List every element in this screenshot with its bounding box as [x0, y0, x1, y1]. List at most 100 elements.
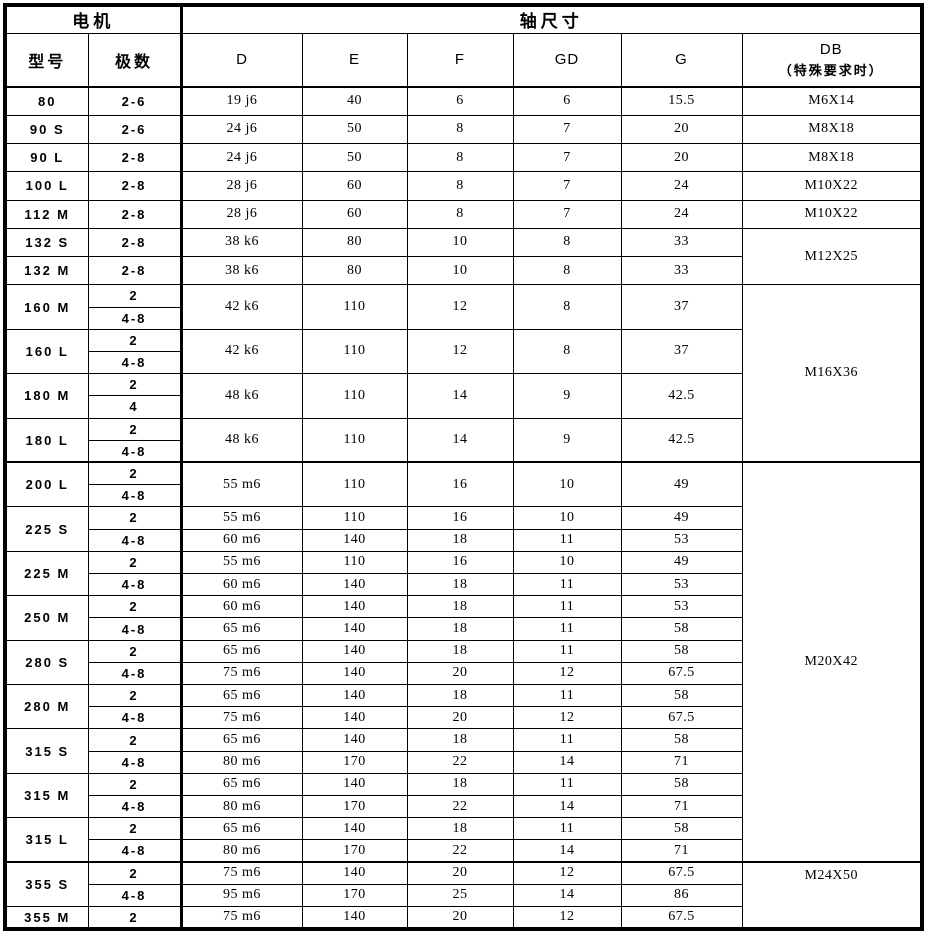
cell-d: 60 m6 — [179, 572, 303, 597]
cell-f: 22 — [406, 750, 514, 774]
cell-db: M12X25 — [741, 227, 923, 286]
cell-g: 53 — [620, 528, 743, 552]
header-col-e: E — [301, 32, 408, 88]
cell-gd: 11 — [512, 772, 622, 797]
cell-g: 33 — [620, 227, 743, 258]
cell-d: 75 m6 — [179, 861, 303, 885]
cell-model: 315 S — [4, 728, 89, 774]
cell-poles: 2 — [87, 595, 182, 619]
cell-e: 110 — [301, 550, 408, 575]
cell-model: 90 S — [4, 114, 89, 145]
cell-g: 67.5 — [620, 906, 743, 930]
cell-gd: 11 — [512, 572, 622, 597]
table-row: 4-8 — [5, 306, 922, 330]
cell-e: 140 — [301, 706, 408, 730]
cell-model: 200 L — [4, 461, 89, 508]
cell-gd: 11 — [512, 728, 622, 752]
cell-f: 12 — [406, 284, 514, 330]
header-db-line1: DB — [819, 40, 843, 58]
cell-poles: 2 — [87, 684, 182, 708]
cell-g: 20 — [620, 114, 743, 145]
cell-model: 160 M — [4, 284, 89, 330]
cell-gd: 7 — [512, 143, 622, 173]
table-row: 4-8 75 m6 140 20 12 67.5 — [5, 661, 922, 686]
cell-db: M8X18 — [741, 114, 923, 145]
cell-f: 16 — [406, 461, 514, 508]
cell-d: 19 j6 — [179, 86, 303, 116]
table-row: 4-8 80 m6 170 22 14 71 — [5, 795, 922, 819]
cell-gd: 11 — [512, 528, 622, 552]
cell-g: 58 — [620, 728, 743, 752]
header-shaft-group: 轴尺寸 — [179, 4, 923, 34]
cell-model: 225 M — [4, 550, 89, 597]
table-row: 180 L 2 48 k6 110 14 9 42.5 — [4, 417, 922, 463]
cell-f: 18 — [406, 639, 514, 663]
cell-db: M8X18 — [741, 143, 923, 173]
cell-gd: 9 — [512, 417, 622, 463]
cell-g: 24 — [620, 199, 743, 229]
cell-g: 58 — [620, 684, 743, 708]
motor-shaft-table: 电机 轴尺寸 型号 极数 D E F GD G DB （特殊要求时） 80 2-6… — [3, 3, 925, 931]
cell-d: 80 m6 — [179, 839, 303, 863]
cell-poles: 2-8 — [87, 256, 182, 286]
cell-gd: 11 — [512, 617, 622, 641]
cell-gd: 7 — [512, 199, 622, 229]
cell-g: 20 — [620, 143, 743, 173]
table-row: 160 M 2 42 k6 110 12 8 37 M16X36 — [4, 284, 923, 463]
cell-gd: 9 — [512, 373, 622, 419]
cell-g: 42.5 — [620, 373, 743, 419]
cell-e: 140 — [301, 617, 408, 641]
cell-f: 14 — [406, 373, 514, 419]
cell-model: 315 M — [4, 772, 89, 819]
cell-e: 60 — [301, 199, 408, 229]
cell-poles: 4-8 — [87, 883, 182, 908]
cell-g: 53 — [620, 595, 743, 619]
cell-poles: 2 — [87, 728, 182, 752]
header-group-row: 电机 轴尺寸 — [4, 4, 923, 34]
cell-model: 315 L — [4, 817, 89, 863]
cell-poles: 4-8 — [87, 572, 182, 597]
cell-g: 33 — [620, 256, 743, 286]
cell-d: 42 k6 — [179, 328, 303, 375]
cell-model: 112 M — [4, 199, 89, 229]
table-row: 280 M 2 65 m6 140 18 11 58 — [4, 684, 922, 730]
table-row: 225 M 2 55 m6 110 16 10 49 — [4, 550, 922, 597]
table-row: 100 L 2-8 28 j6 60 8 7 24 M10X22 — [4, 171, 923, 201]
cell-d: 24 j6 — [179, 114, 303, 145]
cell-model: 180 M — [4, 373, 89, 419]
header-db-line2: （特殊要求时） — [778, 62, 884, 78]
table-row: 200 L 2 55 m6 110 16 10 49 M20X42 — [4, 461, 923, 863]
cell-poles: 2-8 — [87, 171, 182, 201]
cell-g: 67.5 — [620, 706, 743, 730]
cell-e: 140 — [301, 861, 408, 885]
cell-d: 48 k6 — [179, 373, 303, 419]
cell-gd: 14 — [512, 883, 622, 908]
table-row: 132 M 2-8 38 k6 80 10 8 33 — [4, 256, 922, 286]
cell-g: 71 — [620, 795, 743, 819]
cell-f: 10 — [406, 256, 514, 286]
cell-f: 18 — [406, 772, 514, 797]
cell-poles: 4-8 — [87, 439, 182, 463]
table-header: 电机 轴尺寸 型号 极数 D E F GD G DB （特殊要求时） — [4, 4, 923, 88]
cell-d: 60 m6 — [179, 528, 303, 552]
cell-gd: 7 — [512, 171, 622, 201]
cell-model: 132 M — [4, 256, 89, 286]
cell-f: 16 — [406, 550, 514, 575]
cell-g: 49 — [620, 506, 743, 530]
cell-e: 170 — [301, 795, 408, 819]
cell-gd: 11 — [512, 639, 622, 663]
cell-poles: 4-8 — [87, 306, 182, 330]
header-col-f: F — [406, 32, 514, 88]
cell-f: 8 — [406, 171, 514, 201]
cell-e: 80 — [301, 256, 408, 286]
cell-poles: 2 — [87, 373, 182, 397]
cell-poles: 2-8 — [87, 143, 182, 173]
header-columns-row: 型号 极数 D E F GD G DB （特殊要求时） — [4, 32, 923, 88]
header-poles: 极数 — [87, 32, 182, 88]
cell-poles: 2-8 — [87, 199, 182, 229]
cell-d: 38 k6 — [179, 227, 303, 258]
cell-e: 170 — [301, 883, 408, 908]
cell-db: M10X22 — [741, 199, 923, 229]
cell-g: 37 — [620, 284, 743, 330]
cell-e: 140 — [301, 817, 408, 841]
